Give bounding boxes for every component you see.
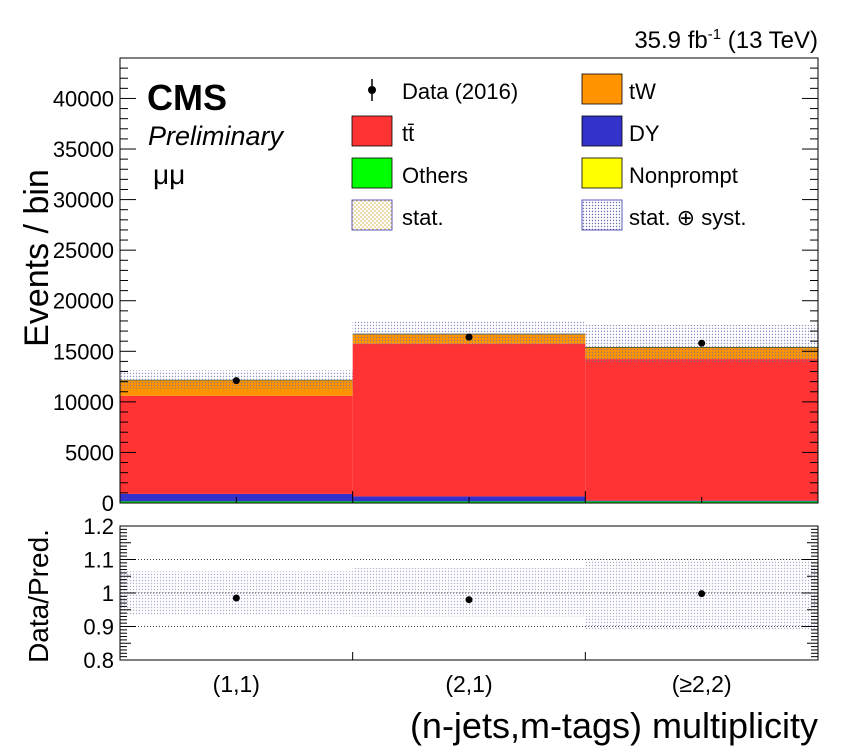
legend-entry-others: Others — [351, 157, 468, 189]
legend-stat-syst-swatch — [581, 199, 623, 231]
legend-nonprompt-swatch — [581, 157, 623, 189]
legend-entry-nonprompt: Nonprompt — [581, 157, 738, 189]
ratio-unc-band-0 — [120, 571, 353, 615]
x-category-label-2: (≥2,2) — [672, 671, 732, 697]
legend-entry-data: Data (2016) — [368, 79, 518, 104]
ratio-unc-band-1 — [352, 567, 586, 617]
legend-entry-stat: stat. — [351, 199, 444, 231]
main-plot-panel: 0 5000 10000 15000 20000 25000 30000 35000 40000… — [18, 57, 819, 516]
y-tick-label-15000: 15000 — [53, 339, 114, 364]
ratio-y-axis-label: Data/Pred. — [23, 529, 54, 663]
stack-bar-tt-1 — [352, 343, 586, 497]
ratio-point-2 — [698, 590, 706, 598]
legend-data-label: Data (2016) — [402, 79, 518, 104]
syst-band-1 — [352, 320, 586, 347]
legend-others-label: Others — [402, 163, 468, 188]
legend-dy-label: DY — [629, 121, 660, 146]
legend-entry-dy: DY — [581, 115, 660, 147]
ratio-y-tick-label-1: 1 — [102, 581, 114, 606]
legend-ttbar-label: tt̄ — [402, 121, 414, 146]
ratio-point-1 — [465, 596, 473, 604]
stack-bar-tt-2 — [585, 359, 818, 501]
legend-tw-label: tW — [629, 79, 656, 104]
data-point-2 — [698, 339, 706, 347]
legend-entry-ttbar: tt̄ — [351, 115, 414, 147]
legend-stat-syst-label: stat. ⊕ syst. — [629, 205, 746, 230]
ratio-y-tick-label-1.2: 1.2 — [83, 514, 114, 539]
experiment-label: CMS — [147, 77, 227, 118]
legend-stat-label: stat. — [402, 205, 444, 230]
legend-ttbar-swatch — [351, 115, 393, 147]
stack-bar-tt-0 — [120, 395, 353, 494]
ratio-y-tick-label-0.8: 0.8 — [83, 648, 114, 673]
legend-data-marker — [368, 86, 376, 94]
y-tick-label-0: 0 — [102, 491, 114, 516]
x-category-label-0: (1,1) — [213, 671, 260, 697]
ratio-plot-panel: 0.8 0.9 1 1.1 1.2 (1,1) (2,1) (≥2,2) Data/Pred… — [23, 514, 819, 746]
y-tick-label-25000: 25000 — [53, 238, 114, 263]
x-category-label-1: (2,1) — [445, 671, 492, 697]
data-point-1 — [465, 333, 473, 341]
legend-dy-swatch — [581, 115, 623, 147]
legend-stat-swatch — [351, 199, 393, 231]
legend-tw-swatch — [581, 73, 623, 105]
y-tick-label-20000: 20000 — [53, 289, 114, 314]
ratio-point-0 — [232, 594, 240, 602]
legend: Data (2016) tW tt̄ DY Others Nonprompt — [351, 73, 746, 231]
legend-entry-stat-syst: stat. ⊕ syst. — [581, 199, 746, 231]
y-tick-label-35000: 35000 — [53, 137, 114, 162]
data-point-0 — [232, 377, 240, 385]
x-axis-label: (n-jets,m-tags) multiplicity — [410, 705, 818, 746]
channel-label: μμ — [153, 159, 185, 190]
status-label: Preliminary — [148, 121, 285, 151]
legend-others-swatch — [351, 157, 393, 189]
lumi-label: 35.9 fb-1 (13 TeV) — [634, 26, 818, 54]
y-tick-label-30000: 30000 — [53, 188, 114, 213]
legend-entry-tw: tW — [581, 73, 656, 105]
ratio-y-tick-label-0.9: 0.9 — [83, 615, 114, 640]
y-tick-label-40000: 40000 — [53, 86, 114, 111]
y-tick-label-10000: 10000 — [53, 390, 114, 415]
y-tick-label-5000: 5000 — [65, 440, 114, 465]
legend-nonprompt-label: Nonprompt — [629, 163, 738, 188]
ratio-y-tick-label-1.1: 1.1 — [83, 548, 114, 573]
main-y-axis-label: Events / bin — [18, 169, 56, 347]
